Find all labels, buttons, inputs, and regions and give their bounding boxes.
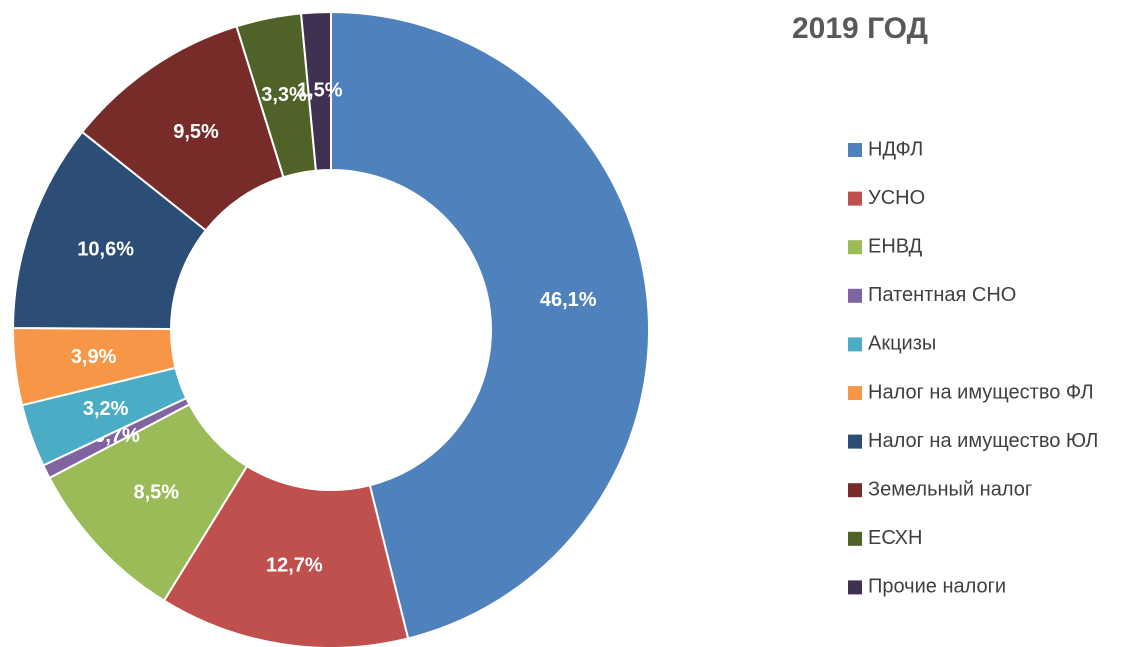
legend-swatch: [848, 531, 862, 546]
slice: [162, 464, 410, 647]
legend-label: Налог на имущество ФЛ: [868, 381, 1094, 403]
legend-swatch: [848, 240, 862, 255]
legend-swatch: [848, 191, 862, 206]
chart-title: 2019 ГОД: [792, 12, 928, 45]
legend-swatch: [848, 337, 862, 352]
legend-label: Акцизы: [868, 333, 936, 355]
legend-label: Патентная СНО: [868, 284, 1016, 306]
data-label: 12,7%: [266, 554, 323, 576]
data-label: 9,5%: [173, 121, 219, 143]
legend-label: НДФЛ: [868, 138, 923, 160]
legend-label: Прочие налоги: [868, 576, 1006, 598]
legend-swatch: [848, 288, 862, 303]
data-label: 3,9%: [71, 346, 117, 368]
legend-swatch: [848, 386, 862, 400]
legend-swatch: [848, 143, 862, 157]
data-label: 10,6%: [77, 239, 134, 261]
legend-label: Налог на имущество ЮЛ: [868, 430, 1098, 452]
legend-swatch: [848, 580, 862, 595]
data-label: 3,3%: [261, 84, 307, 106]
data-label: 3,2%: [83, 398, 129, 420]
slice: [299, 10, 332, 172]
legend-label: Земельный налог: [868, 478, 1032, 500]
legend-label: УСНО: [868, 187, 925, 209]
data-label: 8,5%: [133, 481, 179, 503]
data-label: 46,1%: [540, 289, 597, 311]
legend-swatch: [848, 483, 862, 498]
legend-swatch: [848, 434, 862, 449]
legend-label: ЕНВД: [868, 235, 923, 257]
legend-label: ЕСХН: [868, 527, 922, 549]
data-label: 1,5%: [297, 80, 343, 102]
slice: [330, 10, 650, 640]
